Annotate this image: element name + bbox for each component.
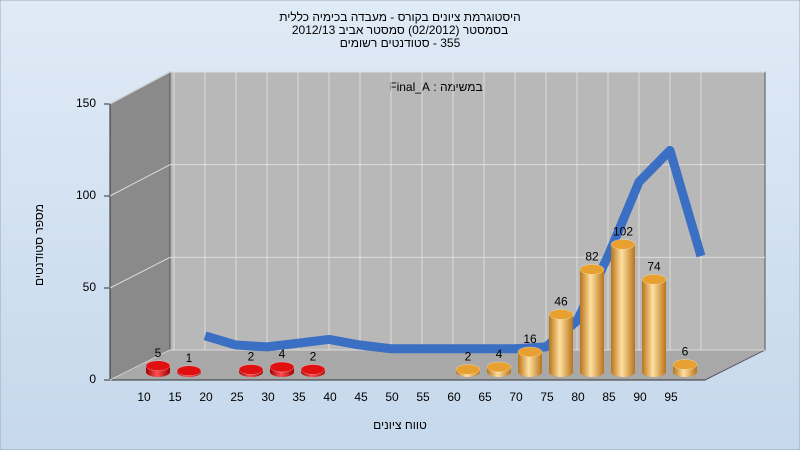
bar — [610, 239, 636, 377]
y-tick-label: 50 — [83, 280, 97, 294]
bar-part — [300, 364, 326, 375]
x-tick-label: 20 — [199, 390, 213, 404]
chart-title: היסטוגרמת ציונים בקורס - מעבדה בכימיה כל… — [279, 10, 521, 24]
value-label: 74 — [647, 260, 661, 274]
bar — [579, 264, 605, 377]
annotation: במשימה : Final_A — [389, 80, 482, 94]
grid-line — [109, 164, 171, 197]
x-tick-label: 10 — [137, 390, 151, 404]
x-tick-label: 85 — [602, 390, 616, 404]
value-label: 5 — [155, 346, 162, 360]
x-tick-label: 65 — [478, 390, 492, 404]
bar-part — [611, 244, 635, 372]
x-tick-label: 80 — [571, 390, 585, 404]
bar-part — [672, 359, 698, 370]
bar-part — [518, 351, 542, 372]
bar — [300, 364, 326, 377]
floor — [109, 349, 766, 381]
x-tick-label: 25 — [230, 390, 244, 404]
bar-part — [238, 364, 264, 375]
bar — [672, 359, 698, 377]
bar-part — [145, 360, 171, 371]
value-label: 2 — [248, 350, 255, 364]
bar — [238, 364, 264, 377]
bar — [269, 361, 295, 377]
bar-part — [269, 361, 295, 373]
bar-part — [549, 314, 573, 372]
bar-part — [176, 365, 202, 376]
value-label: 2 — [465, 350, 472, 364]
value-label: 4 — [496, 347, 503, 361]
x-tick-label: 55 — [416, 390, 430, 404]
back-wall — [169, 71, 766, 351]
grid-line — [109, 71, 171, 105]
y-tick-label: 100 — [76, 188, 96, 202]
bar — [455, 364, 481, 377]
bar-part — [455, 364, 481, 375]
x-axis-label: טווח ציונים — [373, 418, 427, 432]
x-tick-label: 40 — [323, 390, 337, 404]
x-tick-label: 95 — [664, 390, 678, 404]
value-label: 2 — [310, 350, 317, 364]
x-tick-label: 60 — [447, 390, 461, 404]
y-tick-label: 150 — [76, 96, 96, 110]
y-axis-label: מספר סטודנטים — [32, 204, 46, 286]
value-label: 102 — [613, 225, 633, 239]
bar-part — [641, 274, 667, 285]
bar — [641, 274, 667, 377]
x-tick-label: 90 — [633, 390, 647, 404]
fit-curve — [203, 145, 706, 354]
value-label: 82 — [585, 250, 599, 264]
value-label: 4 — [279, 347, 286, 361]
value-label: 46 — [554, 295, 568, 309]
bar — [145, 360, 171, 377]
x-tick-label: 35 — [292, 390, 306, 404]
x-tick-label: 15 — [168, 390, 182, 404]
x-tick-label: 50 — [385, 390, 399, 404]
x-tick-label: 45 — [354, 390, 368, 404]
bar — [548, 309, 574, 377]
grid-line — [109, 349, 171, 381]
bar-part — [579, 264, 605, 275]
bar — [176, 365, 202, 377]
left-wall — [109, 71, 171, 381]
bar-part — [486, 361, 512, 373]
bar-part — [642, 279, 666, 372]
bar-part — [580, 269, 604, 372]
x-tick-label: 75 — [540, 390, 554, 404]
x-tick-label: 70 — [509, 390, 523, 404]
y-tick-label: 0 — [89, 372, 96, 386]
subtitle: בסמסטר (02/2012) סמסטר אביב 2012/13 — [292, 23, 508, 37]
subtitle: 355 - סטודנטים רשומים — [340, 36, 461, 50]
bar-part — [517, 346, 543, 358]
value-label: 6 — [682, 345, 689, 359]
bar-part — [610, 239, 636, 250]
x-tick-label: 30 — [261, 390, 275, 404]
value-label: 1 — [186, 351, 193, 365]
bar-part — [548, 309, 574, 320]
bar — [486, 361, 512, 377]
value-label: 16 — [523, 332, 537, 346]
grid-line — [109, 256, 171, 289]
bar — [517, 346, 543, 377]
